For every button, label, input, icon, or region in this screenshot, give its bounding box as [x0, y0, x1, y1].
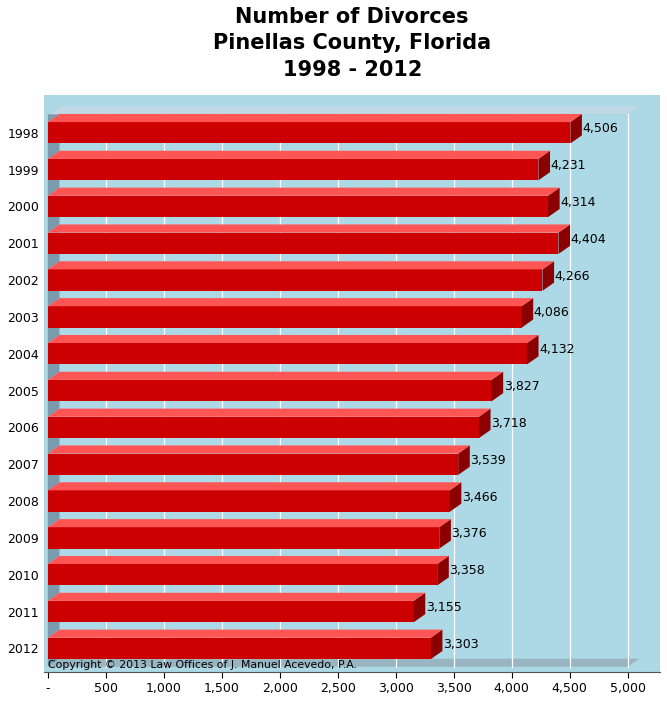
Polygon shape — [522, 298, 533, 328]
Bar — [48, 417, 479, 438]
Title: Number of Divorces
Pinellas County, Florida
1998 - 2012: Number of Divorces Pinellas County, Flor… — [213, 7, 492, 80]
Polygon shape — [48, 114, 582, 122]
Polygon shape — [431, 630, 442, 659]
Polygon shape — [437, 556, 449, 585]
Polygon shape — [48, 372, 503, 380]
Text: 3,718: 3,718 — [491, 417, 527, 430]
Polygon shape — [48, 519, 451, 527]
Polygon shape — [48, 225, 570, 232]
Text: 3,539: 3,539 — [470, 453, 506, 467]
Polygon shape — [48, 372, 503, 380]
Polygon shape — [48, 409, 490, 417]
Polygon shape — [570, 114, 582, 143]
Bar — [48, 196, 548, 217]
Polygon shape — [48, 630, 442, 637]
Polygon shape — [48, 114, 582, 122]
Polygon shape — [48, 298, 533, 306]
Polygon shape — [48, 482, 462, 491]
Polygon shape — [440, 519, 451, 548]
Polygon shape — [414, 592, 426, 622]
Polygon shape — [48, 446, 470, 453]
Polygon shape — [458, 446, 470, 475]
Polygon shape — [48, 106, 59, 667]
Text: 4,086: 4,086 — [534, 306, 570, 319]
Bar — [48, 564, 437, 585]
Bar — [48, 380, 492, 402]
Polygon shape — [48, 592, 426, 601]
Text: 3,827: 3,827 — [504, 380, 540, 393]
Text: 3,155: 3,155 — [426, 601, 462, 614]
Bar — [48, 306, 522, 328]
Text: 4,266: 4,266 — [555, 270, 590, 282]
Polygon shape — [48, 187, 560, 196]
Bar — [48, 453, 458, 475]
Polygon shape — [48, 409, 490, 417]
Polygon shape — [48, 519, 451, 527]
Bar — [48, 343, 527, 364]
Bar — [48, 122, 570, 143]
Polygon shape — [48, 658, 639, 667]
Polygon shape — [479, 409, 490, 438]
Polygon shape — [558, 225, 570, 254]
Polygon shape — [548, 187, 560, 217]
Polygon shape — [527, 335, 538, 364]
Text: 3,376: 3,376 — [452, 527, 487, 541]
Text: 4,404: 4,404 — [571, 232, 606, 246]
Polygon shape — [48, 335, 538, 343]
Polygon shape — [48, 556, 449, 564]
Text: 4,231: 4,231 — [550, 159, 586, 172]
Text: 4,506: 4,506 — [582, 122, 618, 135]
Polygon shape — [492, 372, 503, 402]
Bar — [48, 491, 450, 512]
Polygon shape — [48, 482, 462, 491]
Polygon shape — [48, 298, 533, 306]
Polygon shape — [48, 151, 550, 159]
Polygon shape — [48, 556, 449, 564]
Bar — [48, 270, 542, 291]
Bar — [48, 637, 431, 659]
Polygon shape — [538, 151, 550, 180]
Text: Copyright © 2013 Law Offices of J. Manuel Acevedo, P.A.: Copyright © 2013 Law Offices of J. Manue… — [49, 661, 358, 670]
Polygon shape — [542, 261, 554, 291]
Bar — [48, 527, 440, 548]
Polygon shape — [48, 106, 639, 114]
Polygon shape — [48, 187, 560, 196]
Polygon shape — [48, 261, 554, 270]
Polygon shape — [48, 592, 426, 601]
Polygon shape — [48, 151, 550, 159]
Text: 4,132: 4,132 — [539, 343, 575, 356]
Text: 3,303: 3,303 — [443, 638, 479, 651]
Polygon shape — [48, 335, 538, 343]
Polygon shape — [48, 225, 570, 232]
Polygon shape — [48, 446, 470, 453]
Polygon shape — [450, 482, 462, 512]
Text: 3,358: 3,358 — [450, 564, 485, 577]
Bar — [48, 601, 414, 622]
Polygon shape — [48, 261, 554, 270]
Text: 4,314: 4,314 — [560, 196, 596, 209]
Text: 3,466: 3,466 — [462, 491, 498, 503]
Bar — [48, 232, 558, 254]
Bar — [48, 159, 538, 180]
Polygon shape — [48, 630, 442, 637]
